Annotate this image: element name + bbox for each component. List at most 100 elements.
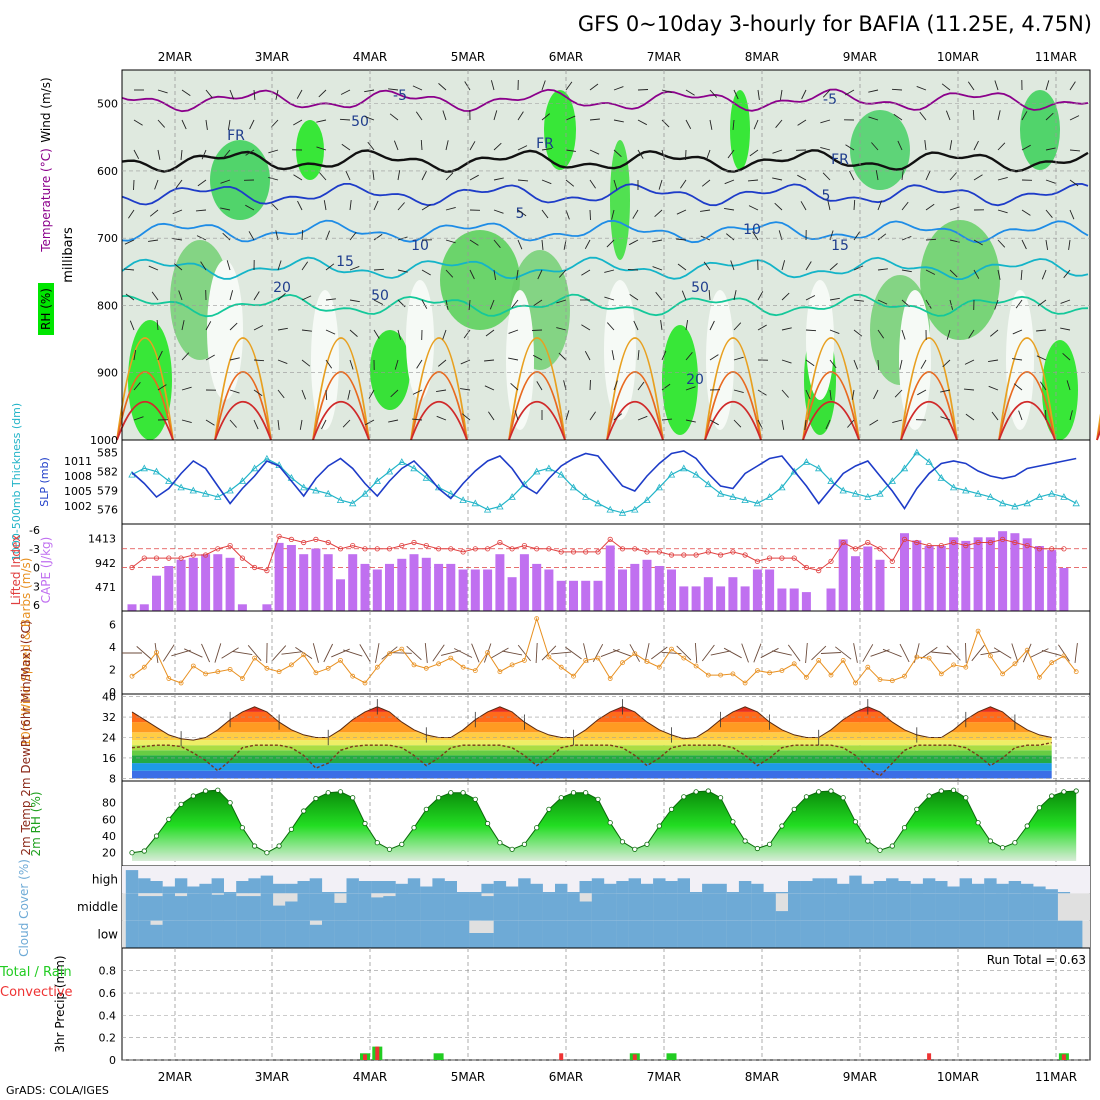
cloud-bar bbox=[1045, 920, 1058, 948]
wind-barb bbox=[445, 206, 456, 211]
thickness-marker bbox=[888, 477, 896, 484]
wind-barb bbox=[517, 111, 524, 121]
wind-barb bbox=[229, 389, 240, 394]
wind-barb bbox=[727, 149, 735, 159]
surface-wind-barb bbox=[281, 651, 302, 655]
wind-barb bbox=[757, 291, 764, 301]
wind-barb bbox=[316, 146, 327, 151]
wind-barb bbox=[589, 379, 591, 391]
wind-speed-marker bbox=[718, 672, 723, 678]
cape-bar bbox=[225, 557, 235, 611]
wind-barb bbox=[685, 352, 693, 361]
wind-barb bbox=[461, 413, 471, 421]
cloud-bar bbox=[640, 883, 654, 894]
wind-speed-marker bbox=[926, 655, 932, 661]
warm-isotherm-dome bbox=[606, 371, 664, 441]
cloud-bar bbox=[922, 920, 936, 948]
wind-barb bbox=[589, 209, 591, 221]
cloud-bar bbox=[199, 893, 212, 921]
cloud-bar bbox=[383, 920, 396, 948]
cloud-bar bbox=[971, 883, 985, 894]
wind-barb bbox=[1045, 209, 1053, 218]
rh-marker bbox=[766, 841, 773, 847]
cloud-bar bbox=[738, 893, 752, 921]
surface-wind-barb bbox=[882, 648, 902, 658]
wind-barb bbox=[253, 291, 260, 301]
rh-marker bbox=[215, 787, 221, 793]
lifted-index-marker bbox=[166, 555, 172, 561]
wind-barb bbox=[297, 200, 303, 211]
lifted-index-marker bbox=[374, 546, 380, 552]
wind-barb bbox=[613, 179, 618, 190]
lifted-index-marker bbox=[141, 555, 147, 561]
cape-bar bbox=[900, 533, 909, 611]
wind-barb bbox=[708, 289, 711, 301]
wind-barb bbox=[724, 207, 735, 211]
cloud-bar bbox=[322, 893, 335, 921]
lifted-index-marker bbox=[509, 546, 515, 552]
wind-barb bbox=[1045, 409, 1047, 421]
cape-bar bbox=[360, 563, 370, 611]
lifted-index-marker bbox=[938, 542, 944, 549]
thickness-marker bbox=[913, 448, 921, 456]
cloud-axis-label: Cloud Cover (%) bbox=[17, 859, 31, 957]
rh-marker bbox=[779, 823, 785, 829]
wind-barb bbox=[681, 290, 687, 301]
rh-marker bbox=[435, 795, 442, 801]
cloud-bar bbox=[211, 878, 224, 894]
surface-wind-barb bbox=[247, 645, 262, 661]
wind-barb bbox=[388, 419, 399, 423]
lifted-index-marker bbox=[215, 546, 221, 552]
wind-barb bbox=[604, 269, 615, 273]
wind-barb bbox=[349, 200, 352, 211]
warm-isotherm-dome bbox=[998, 337, 1056, 441]
cloud-bar bbox=[775, 911, 789, 921]
lifted-index-marker bbox=[448, 546, 454, 552]
wind-barb bbox=[991, 411, 999, 421]
warm-isotherm-dome bbox=[802, 400, 860, 441]
thickness-marker bbox=[618, 508, 627, 516]
wind-barb bbox=[301, 229, 304, 241]
rh-shading-cell bbox=[440, 230, 520, 330]
wind-barb bbox=[469, 269, 475, 280]
run-total-label: Run Total = 0.63 bbox=[987, 953, 1086, 967]
warm-isotherm-dome bbox=[704, 400, 762, 441]
surface-wind-barb bbox=[787, 644, 801, 662]
cloud-bar bbox=[322, 920, 335, 948]
warm-isotherm-dome bbox=[312, 337, 370, 441]
wind-barb bbox=[757, 324, 767, 331]
rh-marker bbox=[166, 816, 172, 822]
wind-speed-marker bbox=[338, 658, 343, 663]
thickness-marker bbox=[949, 483, 958, 491]
wind-barb bbox=[829, 297, 840, 301]
wind-speed-marker bbox=[190, 663, 196, 669]
cloud-bar bbox=[297, 893, 310, 921]
wind-barb bbox=[997, 142, 1006, 151]
wind-barb bbox=[997, 209, 1008, 214]
cloud-level-label: high bbox=[92, 873, 118, 887]
rh-marker bbox=[313, 795, 319, 802]
wind-barb bbox=[124, 239, 135, 245]
wind-barb bbox=[229, 89, 235, 100]
rh-marker bbox=[386, 846, 393, 852]
precip-tick-label: 0.8 bbox=[99, 965, 117, 978]
cloud-bar bbox=[407, 878, 421, 894]
wind-barb bbox=[581, 269, 591, 276]
lifted-index-marker bbox=[362, 546, 368, 552]
rh-marker bbox=[950, 787, 957, 793]
wind-barb bbox=[397, 202, 405, 211]
wind-barb bbox=[201, 149, 207, 160]
date-label-bottom: 2MAR bbox=[158, 1070, 193, 1084]
wind-speed-line bbox=[131, 616, 1077, 684]
cape-bar bbox=[434, 563, 444, 611]
rh-tick-label: 60 bbox=[102, 813, 116, 826]
cloud-bar bbox=[788, 920, 801, 948]
wind-barb bbox=[389, 113, 399, 121]
wind-barb bbox=[157, 384, 167, 391]
precip-axis-label: 3hr Precip (mm) bbox=[53, 955, 67, 1052]
lifted-index-marker bbox=[754, 558, 761, 564]
wind-barb bbox=[680, 179, 687, 189]
cape-bar bbox=[679, 586, 689, 611]
wind-speed-marker bbox=[656, 664, 662, 670]
thickness-marker bbox=[361, 489, 369, 497]
